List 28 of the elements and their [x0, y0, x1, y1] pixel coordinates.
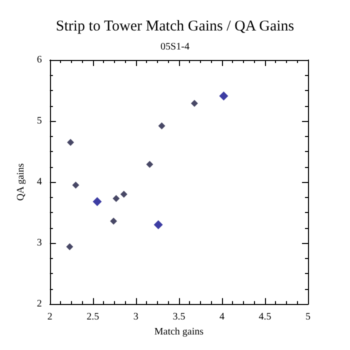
point — [66, 243, 74, 250]
point — [219, 92, 228, 101]
x-axis-title: Match gains — [154, 326, 204, 338]
y-tick-label: 2 — [36, 298, 42, 310]
point — [67, 138, 74, 146]
x-tick-label: 2.5 — [86, 312, 100, 323]
x-tick-label: 5 — [306, 312, 310, 323]
x-tick-label: 2 — [47, 312, 52, 323]
point — [158, 122, 166, 130]
chart-title: Strip to Tower Match Gains / QA Gains — [56, 18, 294, 34]
y-tick-label: 6 — [36, 54, 42, 66]
point — [120, 190, 128, 198]
point — [146, 160, 154, 168]
point — [110, 218, 118, 225]
point — [92, 197, 102, 206]
point — [154, 220, 163, 230]
chart-subtitle: 05S1-4 — [160, 42, 190, 52]
y-tick-label: 5 — [36, 116, 42, 127]
point — [190, 100, 198, 107]
point — [112, 195, 120, 202]
y-axis-title: QA gains — [16, 163, 26, 201]
x-tick-label: 3 — [133, 312, 138, 323]
point — [72, 182, 80, 189]
y-tick-label: 3 — [36, 238, 42, 249]
y-tick-label: 4 — [36, 176, 42, 188]
x-tick-label: 4 — [219, 312, 224, 323]
x-tick-label: 3.5 — [172, 312, 186, 323]
x-tick-label: 4.5 — [258, 312, 272, 323]
